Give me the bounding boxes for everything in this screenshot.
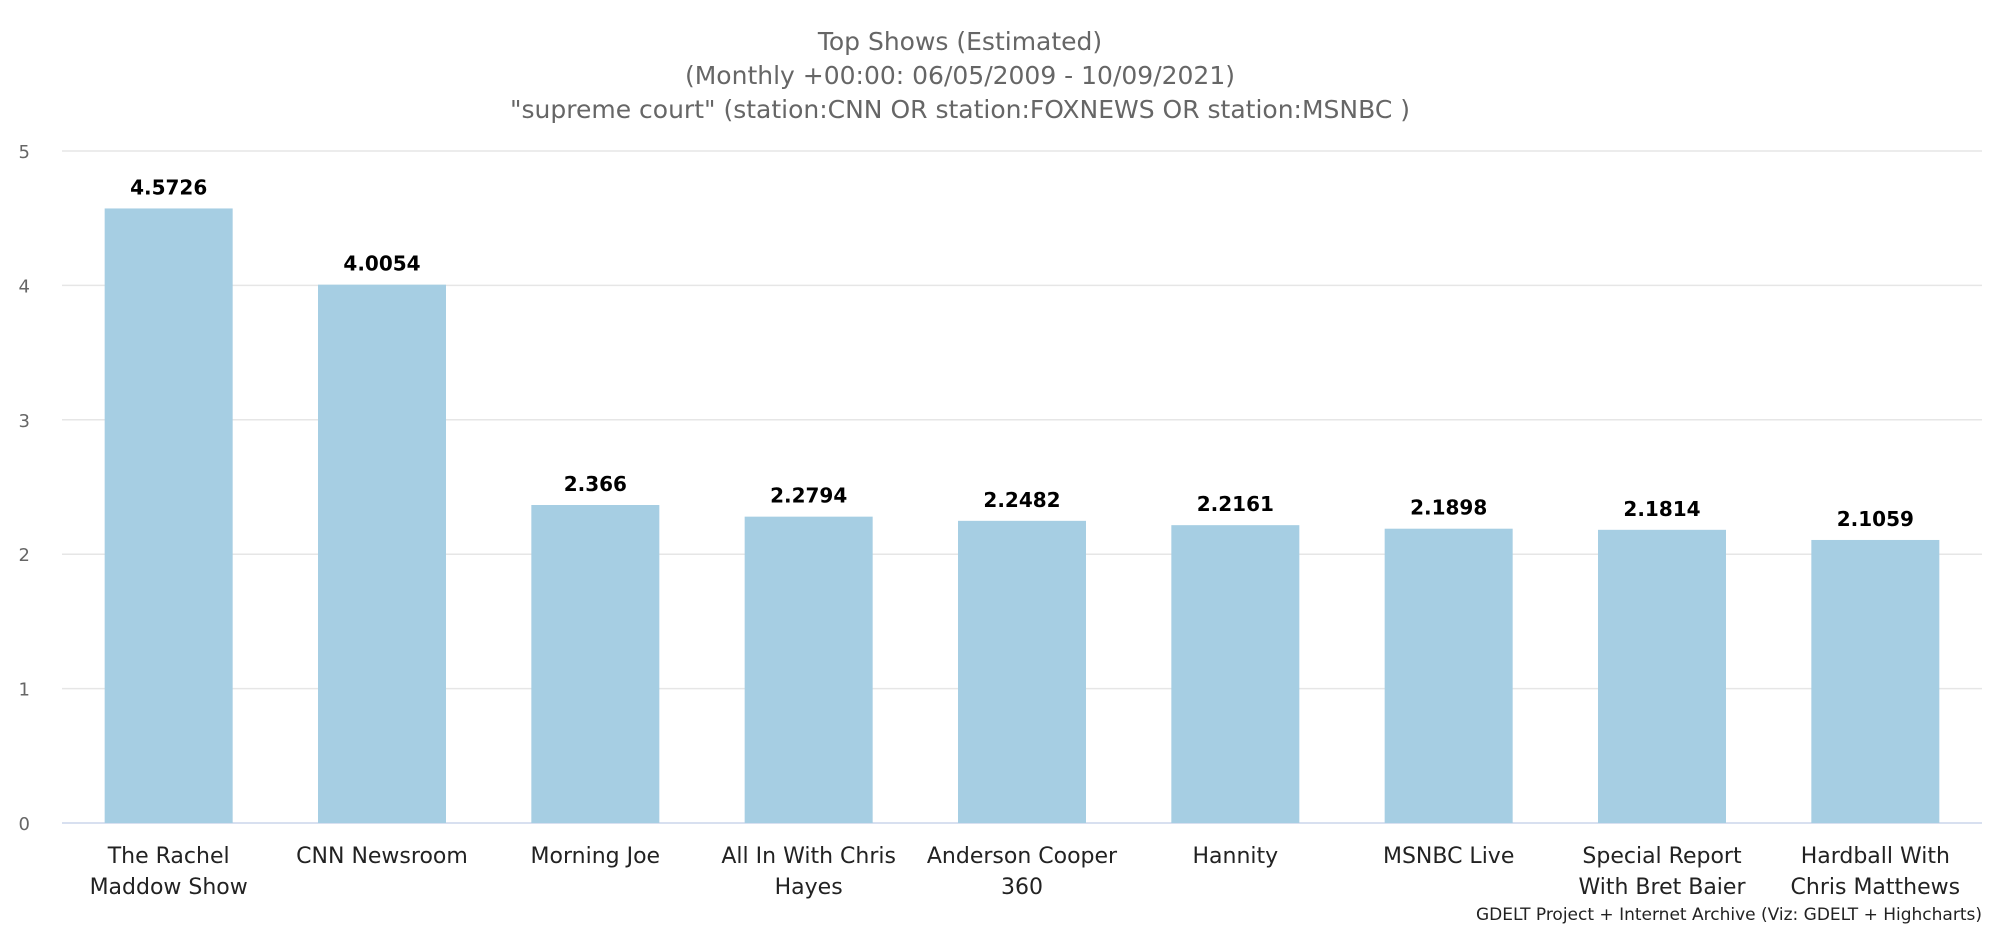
x-tick-label: Hardball With Chris Matthews <box>1791 844 1961 900</box>
x-tick-label: CNN Newsroom <box>296 844 468 869</box>
chart-subtitle-line-1: (Monthly +00:00: 06/05/2009 - 10/09/2021… <box>685 61 1235 90</box>
x-tick-label: Anderson Cooper 360 <box>927 844 1118 900</box>
bar <box>1171 525 1300 823</box>
data-label: 2.1898 <box>1410 496 1487 520</box>
data-label: 2.2482 <box>983 488 1060 512</box>
y-tick-label: 4 <box>19 276 30 297</box>
data-label: 2.366 <box>564 472 627 496</box>
y-tick-label: 1 <box>19 680 30 701</box>
y-axis-tick-labels: 0 1 2 3 4 5 <box>19 142 30 835</box>
chart-title-group: Top Shows (Estimated) (Monthly +00:00: 0… <box>510 27 1410 124</box>
y-tick-label: 0 <box>19 814 30 835</box>
bar <box>104 208 233 823</box>
y-tick-label: 5 <box>19 142 30 163</box>
chart-title: Top Shows (Estimated) <box>817 27 1102 56</box>
bar <box>958 520 1086 823</box>
bar <box>1598 529 1726 823</box>
chart-credit: GDELT Project + Internet Archive (Viz: G… <box>1476 905 1982 925</box>
data-label: 2.2794 <box>770 484 847 508</box>
x-tick-label: All In With Chris Hayes <box>721 844 896 900</box>
bar <box>744 516 873 823</box>
data-label: 4.0054 <box>343 252 420 276</box>
data-label: 2.1059 <box>1837 507 1914 531</box>
bar <box>1384 528 1513 823</box>
x-tick-label: Hannity <box>1192 844 1278 869</box>
bars <box>104 208 1940 824</box>
chart-subtitle-line-2: "supreme court" (station:CNN OR station:… <box>510 95 1410 124</box>
x-tick-label: Morning Joe <box>531 844 661 869</box>
bar <box>1811 539 1940 823</box>
data-label: 2.1814 <box>1623 497 1700 521</box>
x-tick-label: The Rachel Maddow Show <box>90 844 248 900</box>
x-axis-category-labels: The Rachel Maddow Show CNN Newsroom Morning… <box>90 844 1961 900</box>
data-label: 2.2161 <box>1197 492 1274 516</box>
x-tick-label: MSNBC Live <box>1383 844 1514 869</box>
bar <box>318 284 446 824</box>
y-tick-label: 2 <box>19 545 30 566</box>
x-tick-label: Special Report With Bret Baier <box>1578 844 1746 900</box>
data-label: 4.5726 <box>130 175 207 199</box>
bar <box>531 505 660 823</box>
data-labels: 4.5726 4.0054 2.366 2.2794 2.2482 2.2161 2.189… <box>130 175 1914 531</box>
y-tick-label: 3 <box>19 411 30 432</box>
